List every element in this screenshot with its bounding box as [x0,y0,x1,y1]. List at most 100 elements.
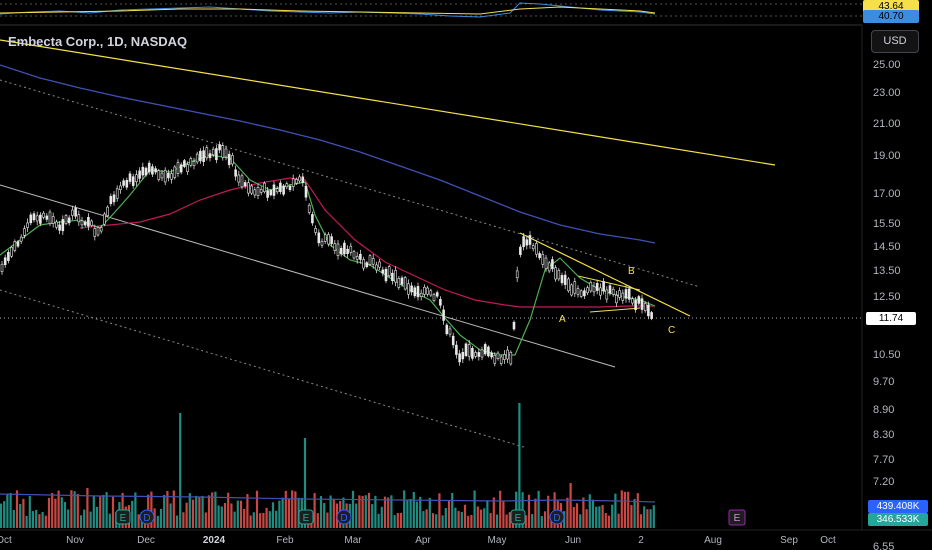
candle-body [381,269,385,274]
candle-body [83,221,87,226]
volume-bar [9,493,12,528]
candle-body [560,275,564,284]
candle-body [224,148,228,158]
volume-ma-line [0,493,656,503]
candle-body [42,212,45,218]
candle-body [647,304,650,317]
volume-bar [588,494,591,528]
volume-bar [19,504,22,528]
svg-text:D: D [143,513,150,524]
candle-body [23,228,26,236]
volume-bar [198,497,201,528]
event-markers[interactable]: E D E D E D E [115,509,746,526]
volume-bar [591,499,595,528]
candle-body [496,352,500,359]
candle-body [138,170,141,179]
volume-bar [438,493,441,528]
candle-body [602,281,605,292]
candle-body [410,285,413,293]
dividend-marker[interactable]: D [549,509,565,525]
candle-body [323,234,327,242]
candle-body [631,298,634,304]
svg-text:E: E [303,513,310,524]
volume-bar [220,506,223,528]
volume-bar [54,498,57,528]
volume-bar [51,492,54,528]
candle-body [599,287,602,296]
chart-title: Embecta Corp., 1D, NASDAQ [8,34,188,49]
candle-body [243,182,247,187]
price-tick: 10.50 [873,349,901,361]
volume-bar [201,495,204,528]
price-tick: 19.00 [873,150,901,162]
volume-bar [607,515,611,528]
volume-bar [188,493,191,528]
candle-body [250,185,253,194]
volume-bar [454,507,457,528]
price-tick: 9.70 [873,376,894,388]
volume-bar [403,490,406,528]
volume-bar [76,493,79,528]
volume-bar [217,505,220,528]
earnings-marker[interactable]: E [510,509,526,525]
pattern-label-b: B [628,266,635,277]
candle-body [480,349,484,358]
candle-body [144,167,148,176]
volume-bar [294,491,297,528]
rsi-signal-line [0,6,656,15]
future-earnings-marker[interactable]: E [728,509,746,526]
volume-bar [60,497,63,528]
earnings-marker[interactable]: E [298,509,314,525]
time-label: Dec [137,535,155,546]
volume-bar [636,493,639,528]
dividend-marker[interactable]: D [336,509,352,525]
volume-bar [207,495,211,528]
volume-bar [643,506,646,528]
candle-body [253,189,257,196]
currency-button[interactable]: USD [871,30,919,53]
candle-body [365,262,369,268]
pattern-label-c: C [668,325,675,336]
candle-body [362,259,365,269]
volume-bar [47,497,51,528]
candle-body [45,215,49,220]
candle-body [285,183,289,188]
candle-body [58,224,61,231]
candle-body [605,289,609,300]
volume-bar [268,511,271,528]
candle-body [416,286,420,298]
volume-bar [323,503,326,528]
volume-bar [531,514,534,528]
earnings-marker[interactable]: E [115,509,131,525]
candle-body [93,228,97,237]
price-axis: 25.00 23.00 21.00 19.00 17.00 15.50 14.5… [873,59,901,550]
volume-bar [540,515,543,528]
candle-body [551,259,554,270]
volume-bar [131,500,134,528]
candle-body [429,290,433,296]
candle-body [151,166,154,175]
candle-body [483,344,487,355]
candle-body [205,147,209,159]
time-label: Nov [66,535,84,546]
volume-bar [502,501,505,528]
volume-bar [86,488,89,528]
volume-bar [182,512,185,528]
price-tick: 7.70 [873,454,894,466]
volume-bar [15,490,19,528]
volume-bar [483,508,486,528]
volume-bar [150,491,153,528]
dividend-marker[interactable]: D [139,509,155,525]
candle-body [13,241,17,251]
volume-bar [486,500,489,528]
volume-bar [249,515,252,528]
volume-bar [38,514,41,528]
volume-bar [451,493,454,528]
volume-bar [252,512,255,528]
volume-bar [460,512,463,528]
candle-body [589,282,593,292]
candle-body [157,170,161,180]
volume-bar [0,503,3,528]
candle-body [487,346,490,357]
